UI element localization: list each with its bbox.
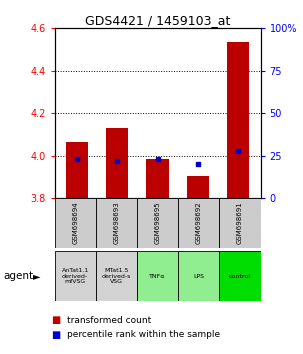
Text: ■: ■ [52, 315, 61, 325]
Text: ►: ► [33, 271, 40, 281]
Text: GSM698694: GSM698694 [72, 202, 78, 244]
Bar [137, 251, 178, 301]
Bar [106, 128, 128, 198]
Bar [219, 251, 261, 301]
Bar [96, 198, 137, 248]
Text: LPS: LPS [193, 274, 204, 279]
Text: GSM698692: GSM698692 [196, 202, 202, 244]
Bar [178, 198, 219, 248]
Text: control: control [229, 274, 251, 279]
Bar [55, 198, 96, 248]
Text: MTat1.5
derived-s
VSG: MTat1.5 derived-s VSG [102, 268, 131, 284]
Bar [55, 251, 96, 301]
Bar [227, 42, 249, 198]
Text: GSM698695: GSM698695 [155, 202, 161, 244]
Bar [66, 142, 88, 198]
Text: AnTat1.1
derived-
mfVSG: AnTat1.1 derived- mfVSG [62, 268, 89, 284]
Bar [96, 251, 137, 301]
Bar [178, 251, 219, 301]
Text: TNFα: TNFα [149, 274, 166, 279]
Text: percentile rank within the sample: percentile rank within the sample [67, 330, 220, 339]
Text: ■: ■ [52, 330, 61, 339]
Bar [137, 198, 178, 248]
Bar [146, 159, 169, 198]
Bar [219, 198, 261, 248]
Title: GDS4421 / 1459103_at: GDS4421 / 1459103_at [85, 14, 230, 27]
Text: agent: agent [3, 271, 33, 281]
Text: GSM698691: GSM698691 [237, 202, 243, 244]
Bar [187, 176, 209, 198]
Text: GSM698693: GSM698693 [113, 202, 119, 244]
Text: transformed count: transformed count [67, 316, 151, 325]
